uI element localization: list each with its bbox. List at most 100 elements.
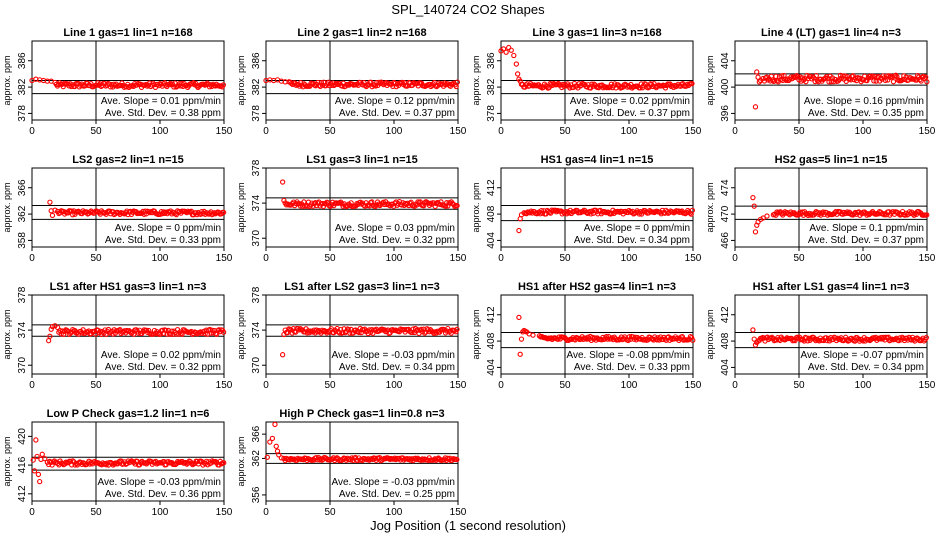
data-point [35,471,42,478]
y-tick-label: 386 [251,52,262,69]
x-tick-label: 0 [498,380,504,391]
panel-5: LS1 gas=3 lin=1 n=15 0 50 100 150 370 374 378 ap… [236,154,467,264]
x-tick-label: 0 [263,380,269,391]
data-point [272,421,278,428]
data-point [835,78,841,84]
y-axis-label: approx. ppm [705,182,715,232]
ave-std-label: Ave. Std. Dev. = 0.25 ppm [339,489,455,500]
x-tick-label: 50 [90,253,102,264]
data-point [30,457,36,463]
data-point [690,337,696,343]
panel-title: Line 1 gas=1 lin=1 n=168 [63,27,192,39]
data-point [500,46,507,52]
ave-slope-label: Ave. Slope = -0.03 ppm/min [332,350,456,361]
data-point [881,212,887,218]
data-point [454,326,460,333]
x-tick-label: 0 [498,126,504,137]
data-point [887,74,893,81]
y-tick-label: 362 [17,205,28,222]
data-point [70,458,76,464]
data-point [779,73,785,79]
data-point [312,199,319,206]
data-point [752,104,759,110]
y-tick-label: 378 [251,286,262,303]
ave-std-label: Ave. Std. Dev. = 0.38 ppm [105,108,221,119]
panel-7: HS2 gas=5 lin=1 n=15 0 50 100 150 466 470 474 ap… [705,154,936,264]
y-tick-label: 378 [17,105,28,122]
data-point [58,331,64,337]
ave-std-label: Ave. Std. Dev. = 0.33 ppm [105,235,221,246]
data-point [309,200,315,206]
plot-frame [265,294,459,375]
data-point [924,79,930,85]
data-point [151,81,157,88]
y-axis-label: approx. ppm [2,436,12,486]
plot-frame [734,167,928,248]
data-point [142,208,148,214]
ave-std-label: Ave. Std. Dev. = 0.37 ppm [339,108,455,119]
data-point [503,49,509,55]
data-point [267,439,273,445]
panel-title: LS1 gas=3 lin=1 n=15 [306,154,418,166]
y-tick-label: 412 [17,485,28,502]
data-point [538,84,544,90]
ave-std-label: Ave. Std. Dev. = 0.36 ppm [105,489,221,500]
ave-std-label: Ave. Std. Dev. = 0.34 ppm [574,235,690,246]
data-point [516,314,522,321]
data-point [624,84,631,90]
data-point [896,337,902,344]
data-point [812,78,818,85]
x-tick-label: 0 [29,507,35,518]
data-point [334,325,340,332]
y-tick-label: 386 [17,52,28,69]
ave-slope-label: Ave. Slope = 0.01 ppm/min [101,96,221,107]
data-point [454,79,461,85]
data-point [517,351,523,357]
data-point [750,194,756,201]
y-axis-label: approx. ppm [471,309,481,359]
data-point [508,47,514,53]
y-tick-label: 420 [17,428,28,445]
y-axis-label: approx. ppm [2,55,12,105]
panel-title: HS1 after HS2 gas=4 lin=1 n=3 [518,281,676,293]
ave-std-label: Ave. Std. Dev. = 0.32 ppm [105,362,221,373]
data-point [751,203,757,209]
x-tick-label: 0 [498,253,504,264]
x-tick-label: 0 [732,380,738,391]
data-point [193,80,199,87]
panel-3: Line 4 (LT) gas=1 lin=4 n=3 0 50 100 150 396 4… [705,27,936,137]
data-point [220,82,227,88]
x-tick-label: 0 [732,126,738,137]
ave-std-label: Ave. Std. Dev. = 0.33 ppm [574,362,690,373]
data-point [155,81,161,88]
data-point [264,454,270,460]
ave-slope-label: Ave. Slope = 0.02 ppm/min [570,96,690,107]
panel-title: Line 3 gas=1 lin=3 n=168 [532,27,661,39]
x-tick-label: 0 [263,126,269,137]
data-point [146,327,152,334]
x-tick-label: 100 [855,380,872,391]
data-point [47,199,53,205]
x-tick-label: 0 [263,253,269,264]
y-axis-label: approx. ppm [236,55,246,105]
data-point [278,455,285,461]
data-point [49,212,56,219]
data-point [752,229,759,235]
data-point [60,331,67,337]
data-point [276,452,282,458]
data-point [518,336,525,342]
data-point [848,77,854,83]
data-point [764,213,770,219]
data-point [689,80,695,87]
panel-title: HS1 gas=4 lin=1 n=15 [541,154,654,166]
x-tick-label: 100 [152,126,169,137]
data-point [273,443,279,449]
x-tick-label: 50 [793,126,805,137]
x-tick-label: 100 [855,126,872,137]
y-axis-label: approx. ppm [2,182,12,232]
x-tick-label: 50 [559,253,571,264]
data-point [870,73,876,79]
panel-10: HS1 after HS2 gas=4 lin=1 n=3 0 50 100 150 40… [471,281,702,391]
data-point [221,460,227,466]
